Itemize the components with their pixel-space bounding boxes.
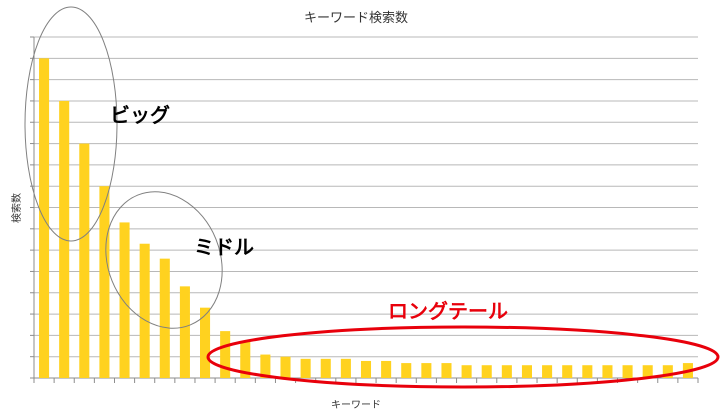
bar	[481, 365, 492, 378]
bar	[119, 222, 130, 378]
bar	[662, 365, 673, 378]
bar	[200, 307, 211, 378]
bar	[260, 354, 271, 378]
y-axis-label: 検索数	[10, 193, 23, 223]
bar	[622, 365, 633, 378]
bar	[642, 365, 653, 378]
bar	[441, 363, 452, 378]
annotation-big: ビッグ	[110, 103, 170, 127]
bar	[320, 358, 331, 378]
bar	[280, 356, 291, 378]
bar	[542, 365, 553, 378]
bar	[79, 143, 90, 378]
bar	[401, 363, 412, 378]
bar	[421, 363, 432, 378]
bar	[602, 365, 613, 378]
annotation-ellipses	[24, 6, 720, 389]
bar	[240, 341, 251, 378]
middle-ellipse	[105, 191, 223, 329]
longtail-ellipse	[206, 325, 720, 389]
bar	[582, 365, 593, 378]
bar	[381, 360, 392, 378]
bar	[220, 331, 231, 378]
bar	[360, 360, 372, 378]
bar	[99, 186, 110, 378]
bar	[179, 286, 190, 378]
bar	[139, 243, 150, 378]
bar	[340, 358, 351, 378]
x-axis-label: キーワード	[331, 400, 381, 411]
annotation-longtail: ロングテール	[388, 299, 508, 323]
bar	[300, 358, 311, 378]
bar	[501, 365, 512, 378]
annotation-middle: ミドル	[194, 235, 254, 259]
big-ellipse	[24, 6, 118, 242]
chart-title: キーワード検索数	[304, 11, 408, 26]
bar	[521, 365, 532, 378]
bar	[461, 365, 472, 378]
bar	[562, 365, 573, 378]
bar	[159, 258, 170, 378]
